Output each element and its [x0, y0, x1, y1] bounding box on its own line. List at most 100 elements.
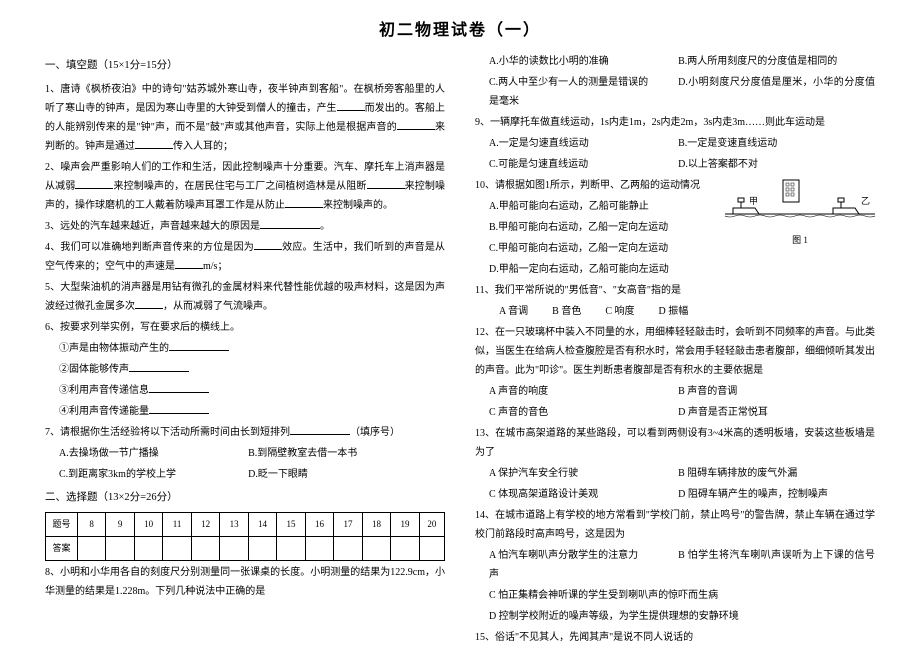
q8-opt-c: C.两人中至少有一人的测量是错误的 — [489, 73, 678, 92]
answer-cell — [305, 536, 333, 560]
answer-table-col-14: 14 — [248, 512, 276, 536]
answer-cell — [77, 536, 105, 560]
answer-table-col-19: 19 — [391, 512, 419, 536]
q6-opt-4: ④利用声音传递能量 — [45, 402, 445, 421]
q1-blank-1 — [337, 99, 365, 111]
two-column-body: 一、填空题（15×1分=15分） 1、唐诗《枫桥夜泊》中的诗句"姑苏城外寒山寺，… — [0, 52, 920, 650]
q1-text-d: 传入人耳的； — [173, 141, 233, 152]
q1: 1、唐诗《枫桥夜泊》中的诗句"姑苏城外寒山寺，夜半钟声到客船"。在枫桥旁客船里的… — [45, 80, 445, 156]
q9-opt-a: A.一定是匀速直线运动 — [489, 134, 678, 153]
q9-opt-c: C.可能是匀速直线运动 — [489, 155, 678, 174]
q6-opt-4-blank — [149, 402, 209, 414]
q7-blank — [290, 423, 350, 435]
answer-table-col-18: 18 — [362, 512, 390, 536]
answer-table-col-13: 13 — [220, 512, 248, 536]
q1-blank-2 — [397, 118, 435, 130]
q13-options-row-1: A 保护汽车安全行驶B 阻碍车辆排放的废气外漏 — [475, 464, 875, 483]
q11-opt-a: A 音调 — [499, 302, 528, 321]
answer-cell — [106, 536, 134, 560]
q7-opt-d: D.眨一下眼睛 — [248, 469, 308, 480]
q15: 15、俗话"不见其人，先闻其声"是说不同人说话的 — [475, 628, 875, 647]
left-column: 一、填空题（15×1分=15分） 1、唐诗《枫桥夜泊》中的诗句"姑苏城外寒山寺，… — [45, 52, 445, 650]
q13-opt-a: A 保护汽车安全行驶 — [489, 464, 678, 483]
q13-opt-b: B 阻碍车辆排放的废气外漏 — [678, 468, 797, 479]
q11-options: A 音调B 音色C 响度D 振幅 — [475, 302, 875, 321]
answer-cell — [391, 536, 419, 560]
answer-table: 题号 891011121314151617181920 答案 — [45, 512, 445, 561]
answer-table-col-15: 15 — [277, 512, 305, 536]
q1-blank-3 — [135, 137, 173, 149]
answer-table-header: 题号 — [46, 512, 78, 536]
q8-opt-a: A.小华的读数比小明的准确 — [489, 52, 678, 71]
answer-cell — [248, 536, 276, 560]
answer-table-col-10: 10 — [134, 512, 162, 536]
q9-opt-d: D.以上答案都不对 — [678, 159, 758, 170]
q3-blank — [260, 217, 320, 229]
q12-options-row-2: C 声音的音色D 声音是否正常悦耳 — [475, 403, 875, 422]
answer-table-col-11: 11 — [163, 512, 191, 536]
answer-cell — [191, 536, 219, 560]
answer-cell — [419, 536, 444, 560]
figure-1-svg: 甲 乙 — [725, 176, 875, 232]
q4-text-c: m/s； — [203, 261, 227, 272]
q8: 8、小明和小华用各自的刻度尺分别测量同一张课桌的长度。小明测量的结果为122.9… — [45, 563, 445, 601]
answer-table-header-row: 题号 891011121314151617181920 — [46, 512, 445, 536]
q12-options-row-1: A 声音的响度B 声音的音调 — [475, 382, 875, 401]
q8-options-row-1: A.小华的读数比小明的准确B.两人所用刻度尺的分度值是相同的 — [475, 52, 875, 71]
q13: 13、在城市高架道路的某些路段，可以看到两侧设有3~4米高的透明板墙，安装这些板… — [475, 424, 875, 462]
answer-table-col-17: 17 — [334, 512, 362, 536]
q14-opt-c: C 怕正集精会神听课的学生受到喇叭声的惊吓而生病 — [475, 586, 875, 605]
exam-title: 初二物理试卷（一） — [0, 16, 920, 40]
answer-table-col-16: 16 — [305, 512, 333, 536]
section-1-title: 一、填空题（15×1分=15分） — [45, 56, 445, 76]
answer-cell — [220, 536, 248, 560]
q12-opt-a: A 声音的响度 — [489, 382, 678, 401]
q3-text-b: 。 — [320, 221, 330, 232]
answer-cell — [134, 536, 162, 560]
q11-opt-c: C 响度 — [605, 302, 634, 321]
q9: 9、一辆摩托车做直线运动，1s内走1m，2s内走2m，3s内走3m……则此车运动… — [475, 113, 875, 132]
q7-options-row-1: A.去操场做一节广播操B.到隔壁教室去借一本书 — [45, 444, 445, 463]
answer-table-col-12: 12 — [191, 512, 219, 536]
q5-blank — [135, 297, 163, 309]
q4-blank-1 — [254, 238, 282, 250]
q6-opt-3-blank — [149, 381, 209, 393]
q6-opt-1-text: ①声是由物体振动产生的 — [59, 343, 169, 354]
q6-opt-2-blank — [129, 360, 189, 372]
q9-opt-b: B.一定是变速直线运动 — [678, 138, 777, 149]
q2-blank-1 — [75, 177, 113, 189]
q6-opt-1: ①声是由物体振动产生的 — [45, 339, 445, 358]
q2-blank-3 — [285, 196, 323, 208]
q3: 3、远处的汽车越来越近，声音越来越大的原因是 。 — [45, 217, 445, 236]
q14-opt-d: D 控制学校附近的噪声等级，为学生提供理想的安静环境 — [475, 607, 875, 626]
q14: 14、在城市道路上有学校的地方常看到"学校门前，禁止鸣号"的警告牌，禁止车辆在通… — [475, 506, 875, 544]
q11-opt-d: D 振幅 — [659, 302, 689, 321]
q6-opt-2-text: ②固体能够传声 — [59, 364, 129, 375]
answer-table-col-20: 20 — [419, 512, 444, 536]
svg-text:乙: 乙 — [861, 196, 870, 206]
q6-opt-2: ②固体能够传声 — [45, 360, 445, 379]
q7-opt-c: C.到距离家3km的学校上学 — [59, 465, 248, 484]
answer-cell — [362, 536, 390, 560]
q6-opt-3-text: ③利用声音传递信息 — [59, 385, 149, 396]
q7-text-b: （填序号） — [350, 427, 400, 438]
q2-text-b: 来控制噪声的，在居民住宅与工厂之间植树造林是从阻断 — [113, 181, 366, 192]
answer-table-answer-header: 答案 — [46, 536, 78, 560]
q3-text-a: 3、远处的汽车越来越近，声音越来越大的原因是 — [45, 221, 260, 232]
answer-cell — [277, 536, 305, 560]
q4-text-a: 4、我们可以准确地判断声音传来的方位是因为 — [45, 242, 254, 253]
q14-options-row-1: A 怕汽车喇叭声分散学生的注意力B 怕学生将汽车喇叭声误听为上下课的信号声 — [475, 546, 875, 584]
q4-blank-2 — [175, 257, 203, 269]
q6-opt-4-text: ④利用声音传递能量 — [59, 406, 149, 417]
q7-opt-b: B.到隔壁教室去借一本书 — [248, 448, 357, 459]
q13-opt-c: C 体现高架道路设计美观 — [489, 485, 678, 504]
right-column: A.小华的读数比小明的准确B.两人所用刻度尺的分度值是相同的 C.两人中至少有一… — [475, 52, 875, 650]
section-2-title: 二、选择题（13×2分=26分） — [45, 488, 445, 508]
answer-table-answer-row: 答案 — [46, 536, 445, 560]
q2-text-d: 来控制噪声的。 — [323, 200, 393, 211]
q5-text-b: ，从而减弱了气流噪声。 — [163, 301, 273, 312]
q4: 4、我们可以准确地判断声音传来的方位是因为效应。生活中，我们听到的声音是从空气传… — [45, 238, 445, 276]
q6-opt-3: ③利用声音传递信息 — [45, 381, 445, 400]
figure-1: 甲 乙 图 1 — [725, 176, 875, 246]
q12-opt-b: B 声音的音调 — [678, 386, 737, 397]
